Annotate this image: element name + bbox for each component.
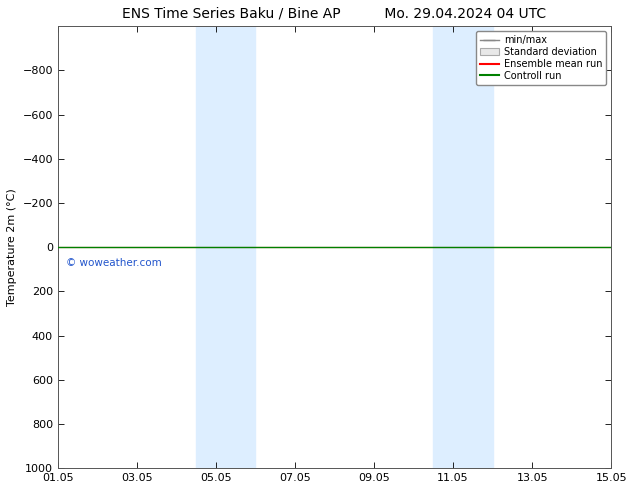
Bar [434,26,493,468]
Title: ENS Time Series Baku / Bine AP          Mo. 29.04.2024 04 UTC: ENS Time Series Baku / Bine AP Mo. 29.04… [122,7,547,21]
Legend: min/max, Standard deviation, Ensemble mean run, Controll run: min/max, Standard deviation, Ensemble me… [476,31,606,85]
Y-axis label: Temperature 2m (°C): Temperature 2m (°C) [7,188,17,306]
Bar [196,26,256,468]
Text: © woweather.com: © woweather.com [66,258,162,269]
